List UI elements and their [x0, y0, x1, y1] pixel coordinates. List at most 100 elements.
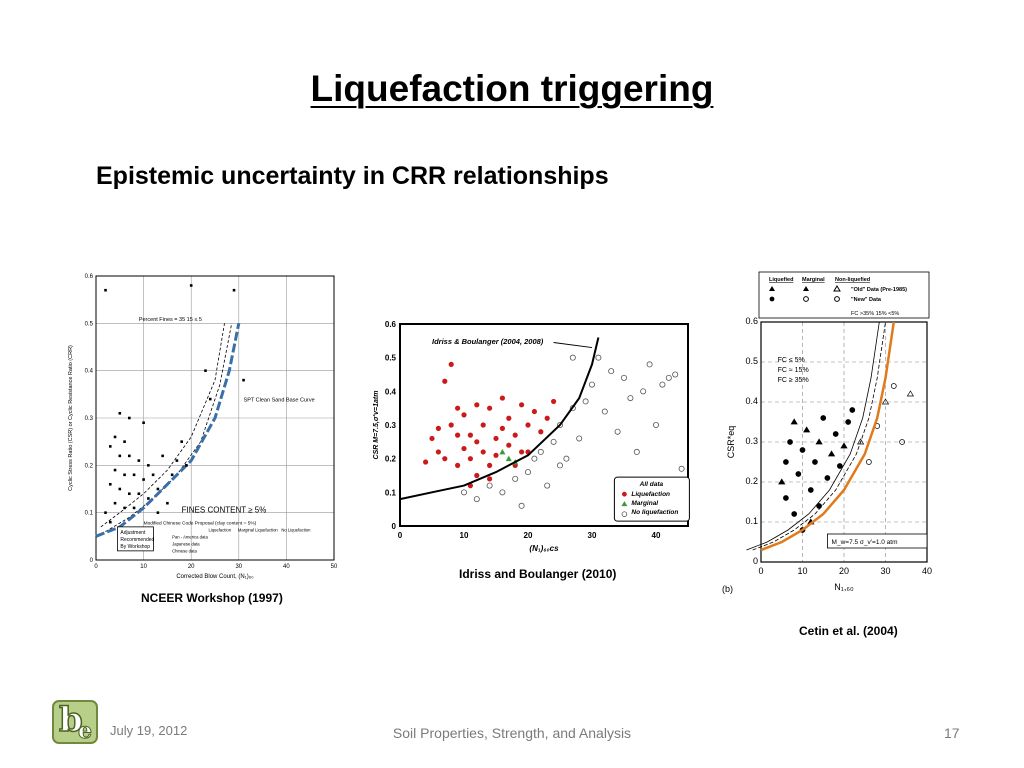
data-point: [204, 369, 207, 372]
data-point: [906, 390, 915, 397]
fc15-curve: [752, 321, 886, 551]
data-point: [132, 473, 136, 477]
data-point: [142, 478, 145, 481]
no-liquefaction-point: [518, 502, 525, 509]
liquefaction-point: [435, 449, 441, 455]
data-point: [113, 501, 117, 505]
liquefaction-point: [519, 449, 525, 455]
legend-row: Chinese data: [172, 549, 197, 554]
y-tick-label: 0.5: [85, 321, 94, 327]
data-point: [778, 478, 786, 485]
data-point: [108, 482, 112, 486]
liquefaction-point: [544, 415, 550, 421]
liquefaction-point: [551, 398, 557, 405]
adjustment-text: By Workshop: [120, 544, 150, 550]
x-tick-label: 50: [331, 564, 338, 570]
legend-fc-header: FC >35% 15% <5%: [851, 311, 899, 317]
x-tick-label: 20: [524, 531, 533, 540]
legend-row: Pan - America data: [172, 535, 208, 540]
fines-curve-1: [105, 323, 233, 532]
data-point: [156, 487, 160, 491]
data-point: [807, 487, 814, 493]
data-point: [123, 440, 126, 443]
liquefaction-point: [487, 405, 493, 411]
y-tick-label: 0: [392, 522, 397, 531]
fc35-curve: [746, 321, 880, 551]
legend-liq-marker: [622, 491, 627, 497]
data-point: [899, 439, 905, 445]
no-liquefaction-point: [627, 395, 634, 402]
data-point: [142, 421, 145, 425]
legend-old-label: "Old" Data (Pre-1985): [851, 287, 907, 293]
data-point: [128, 492, 131, 496]
x-tick-label: 40: [283, 564, 290, 570]
liquefaction-point: [455, 432, 461, 438]
data-point: [820, 415, 827, 421]
data-point: [108, 520, 112, 524]
liquefaction-point: [455, 405, 461, 411]
legend-header: Liquefied: [769, 277, 793, 283]
panel-label: (b): [722, 584, 733, 594]
no-liquefaction-point: [473, 496, 480, 503]
liquefaction-point: [538, 429, 544, 435]
data-point: [137, 459, 141, 462]
no-liquefaction-point: [512, 475, 519, 482]
liquefaction-point: [506, 442, 512, 448]
y-axis-label: Cyclic Stress Ratio (CSR) or Cyclic Resi…: [68, 345, 74, 491]
x-tick-label: 30: [235, 564, 242, 570]
data-point: [803, 426, 811, 433]
condition-box: [827, 533, 928, 549]
data-point: [147, 497, 150, 500]
legend-row: Japanese data: [172, 542, 200, 547]
footer-date: July 19, 2012: [110, 723, 188, 738]
no-liquefaction-point: [531, 455, 538, 462]
y-tick-label: 0.3: [85, 416, 94, 422]
plot-frame: [95, 275, 335, 561]
data-point: [856, 438, 865, 445]
x-tick-label: 10: [140, 564, 147, 570]
liquefaction-point: [455, 462, 461, 468]
liquefaction-point: [461, 412, 467, 418]
liquefaction-point: [531, 408, 537, 415]
no-liquefaction-point: [486, 482, 493, 489]
legend-box: [613, 476, 690, 522]
legend-noliq-marker: [621, 511, 628, 517]
legend-label: No liquefaction: [631, 509, 678, 516]
no-liquefaction-point: [524, 469, 531, 476]
no-liquefaction-point: [499, 489, 506, 496]
idriss-chart: 0 10 20 30 40 0 0.1 0.2 0.3 0.4 0.5 0.6 Idriss & Bou…: [373, 320, 690, 553]
y-axis-label: CSR M=7.5,σ'v=1atm: [373, 391, 380, 460]
fines-content-label: FINES CONTENT ≥ 5%: [182, 506, 267, 515]
liquefaction-point: [474, 402, 480, 408]
chinese-proposal-label: Modified Chinese Code Proposal (clay con…: [144, 521, 257, 527]
no-liquefaction-point: [672, 371, 679, 378]
data-point: [123, 506, 126, 510]
data-point: [147, 464, 150, 467]
data-point: [849, 407, 856, 413]
legend-header: Liquefaction: [208, 528, 231, 533]
y-tick-label: 0.6: [745, 316, 758, 326]
x-tick-label: 10: [460, 531, 469, 540]
no-liquefaction-point: [665, 374, 672, 381]
x-tick-label: 30: [588, 531, 597, 540]
y-tick-label: 0.5: [385, 354, 397, 363]
liquefaction-point: [474, 472, 480, 479]
y-tick-label: 0.3: [745, 436, 758, 446]
x-tick-label: 40: [652, 531, 661, 540]
data-point: [108, 445, 112, 448]
data-point: [104, 288, 107, 292]
legend-header: Non-liquefied: [835, 277, 870, 283]
liquefaction-point: [493, 452, 499, 458]
no-liquefaction-point: [576, 435, 583, 442]
no-liquefaction-point: [569, 354, 576, 361]
data-point: [845, 419, 851, 425]
x-tick-label: 0: [94, 564, 98, 570]
be-logo: b e: [52, 699, 98, 745]
cetin-chart: 0 10 20 30 40 0 0.1 0.2 0.3 0.4 0.5 0.6 Liquefied Mar…: [722, 271, 932, 594]
data-point: [151, 473, 155, 477]
data-point: [132, 506, 136, 510]
data-point: [208, 397, 212, 401]
legend-old-liq: [769, 286, 775, 291]
liquefaction-point: [480, 449, 486, 455]
liquefaction-point: [442, 378, 448, 384]
